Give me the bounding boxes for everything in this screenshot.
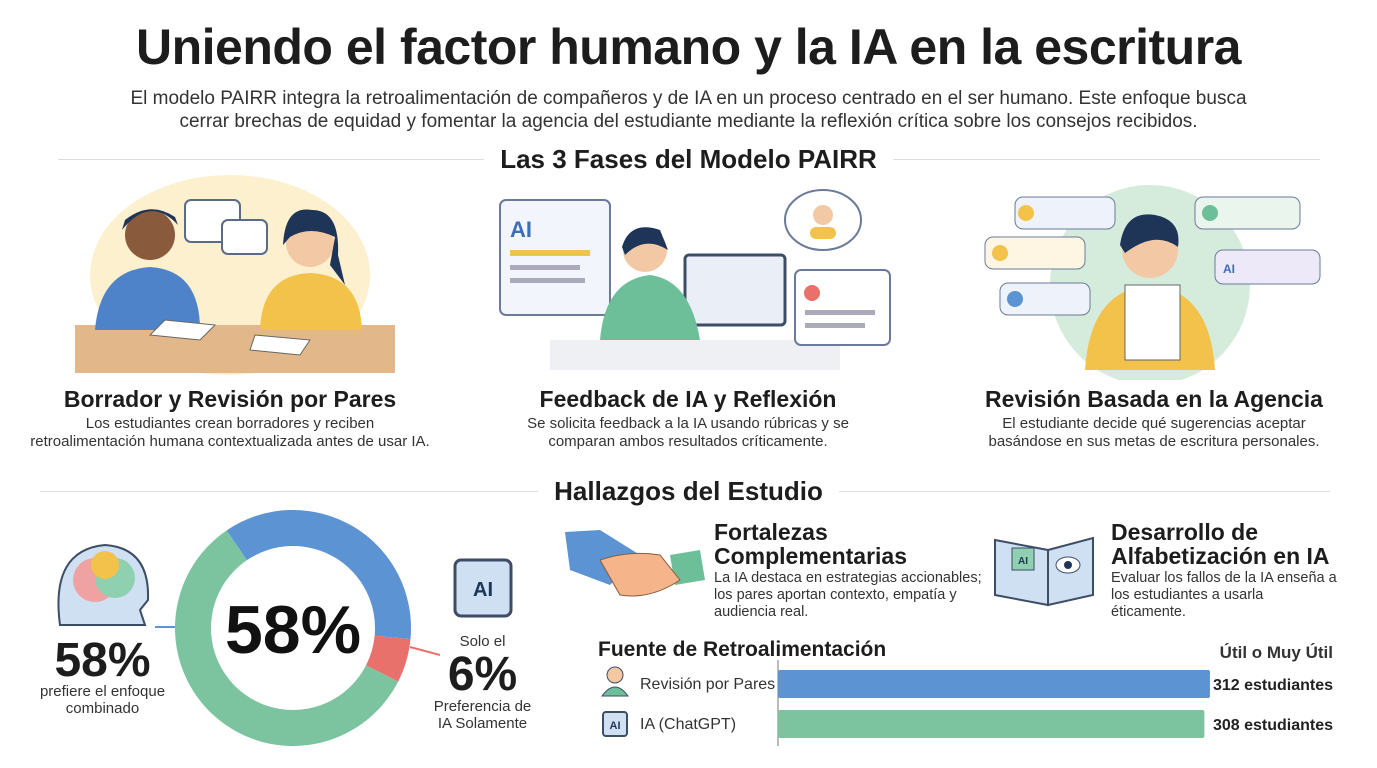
phase-description: El estudiante decide qué sugerencias ace…	[988, 415, 1320, 450]
stat-prefix: Solo el	[459, 633, 506, 650]
phase-description: Los estudiantes crean borradores y recib…	[30, 415, 430, 450]
value-label: 308 estudiantes	[1213, 717, 1333, 734]
icon-text: AI	[473, 579, 493, 601]
section-title: Hallazgos del Estudio	[538, 476, 839, 506]
stat-value: 6%	[447, 648, 518, 701]
card-title: Fortalezas Complementarias	[714, 519, 908, 569]
section-title: Las 3 Fases del Modelo PAIRR	[484, 144, 893, 174]
bar	[778, 710, 1205, 738]
icon-text: AI	[610, 720, 621, 732]
phase-title: Feedback de IA y Reflexión	[539, 386, 837, 412]
icon-text: AI	[1018, 556, 1028, 567]
chart-title: Fuente de Retroalimentación	[598, 638, 887, 661]
stat-caption: prefiere el enfoque combinado	[39, 683, 166, 717]
subtitle: El modelo PAIRR integra la retroalimenta…	[130, 88, 1247, 132]
bar	[778, 670, 1210, 698]
card-description: Evaluar los fallos de la IA enseña a los…	[1111, 570, 1337, 620]
category-label: IA (ChatGPT)	[640, 716, 736, 733]
column-header: Útil o Muy Útil	[1219, 643, 1333, 662]
category-label: Revisión por Pares	[640, 676, 775, 693]
stat-value: 58%	[54, 634, 151, 687]
donut-segment	[226, 510, 412, 640]
title: Uniendo el factor humano y la IA en la e…	[136, 19, 1241, 75]
phase-description: Se solicita feedback a la IA usando rúbr…	[527, 415, 849, 450]
phase-illustrations: AI AI	[75, 175, 1321, 380]
stat-caption: Preferencia de IA Solamente	[433, 698, 532, 732]
card-title: Desarrollo de Alfabetización en IA	[1111, 519, 1330, 569]
phase-title: Borrador y Revisión por Pares	[63, 386, 397, 412]
donut-segment	[366, 635, 411, 682]
findings-graphics: AI AI AI 58% Revisión por Pares 312 estudi…	[57, 510, 1333, 746]
icon-text: AI	[1223, 262, 1235, 276]
icon-text: AI	[510, 217, 532, 242]
value-label: 312 estudiantes	[1213, 677, 1333, 694]
card-description: La IA destaca en estrategias accionables…	[714, 570, 982, 620]
phase-title: Revisión Basada en la Agencia	[985, 386, 1323, 412]
donut-segment	[175, 530, 399, 746]
donut-center-label: 58%	[225, 592, 361, 668]
